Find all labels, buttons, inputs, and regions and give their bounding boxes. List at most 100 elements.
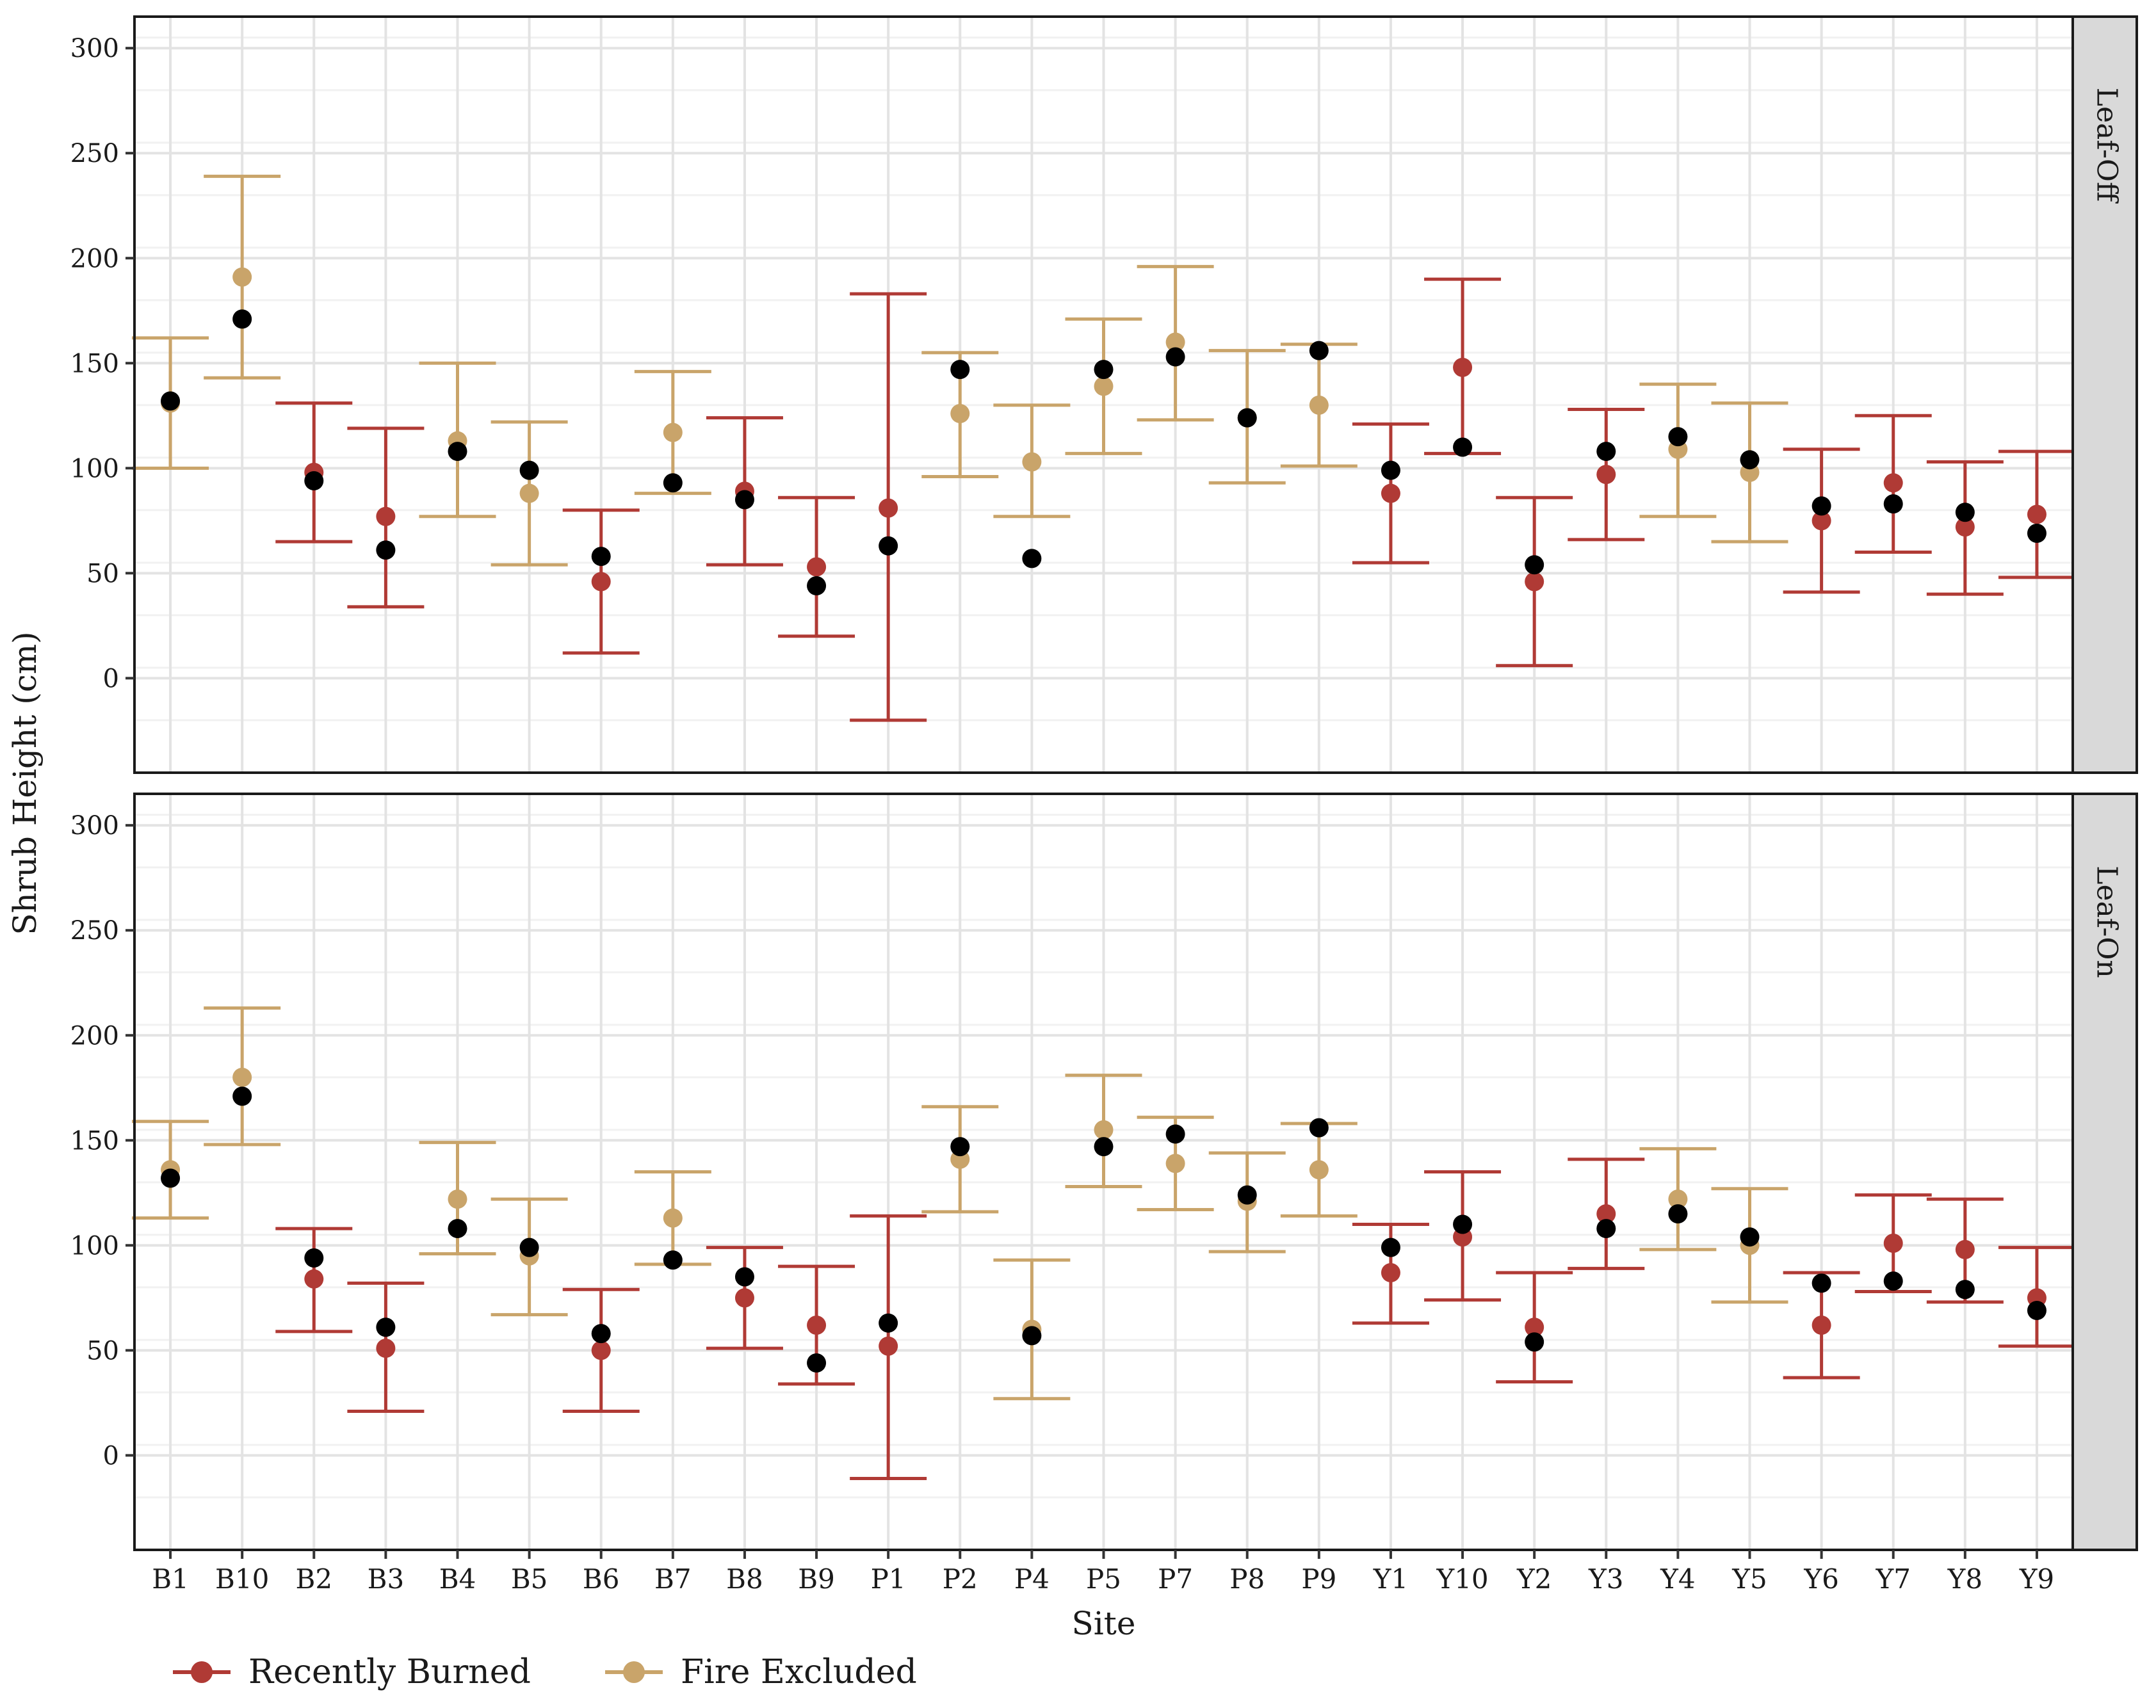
y-tick-label: 50	[86, 1336, 119, 1366]
legend-label: Recently Burned	[248, 1653, 531, 1691]
observed-point-Y8	[1955, 1280, 1975, 1300]
observed-point-Y1	[1381, 460, 1400, 480]
mean-point-B4	[448, 1189, 467, 1209]
observed-point-P7	[1165, 1124, 1185, 1144]
mean-point-P4	[1022, 452, 1042, 472]
mean-point-P5	[1094, 376, 1114, 396]
mean-point-B6	[591, 1341, 611, 1360]
y-tick-label: 150	[70, 1126, 119, 1156]
x-tick-label: Y2	[1516, 1563, 1552, 1595]
mean-point-B10	[232, 267, 252, 287]
observed-point-P2	[950, 360, 970, 380]
legend-item: Fire Excluded	[605, 1653, 917, 1691]
x-tick-label: B2	[295, 1563, 332, 1595]
observed-point-B4	[448, 1219, 467, 1239]
x-tick-label: B10	[215, 1563, 269, 1595]
observed-point-B3	[376, 1317, 396, 1337]
mean-point-Y9	[2027, 504, 2047, 524]
facet-panel-0: 0 50 100 150 200 250 300 Leaf-Off	[70, 15, 2138, 774]
y-tick-label: 100	[70, 1231, 119, 1261]
observed-point-Y9	[2027, 1301, 2047, 1321]
observed-point-Y1	[1381, 1237, 1400, 1257]
mean-point-Y10	[1453, 357, 1473, 377]
x-tick-label: Y7	[1875, 1563, 1910, 1595]
mean-point-P1	[879, 498, 898, 518]
facet-panel-1: 0 50 100 150 200 250 300 Leaf-On B1 B10 B2 B3 B4 B5 B6…	[70, 793, 2138, 1595]
y-tick-label: 200	[70, 1021, 119, 1051]
y-tick-label: 200	[70, 244, 119, 273]
x-tick-label: P7	[1158, 1563, 1193, 1595]
y-tick-label: 250	[70, 139, 119, 168]
mean-point-Y1	[1381, 1262, 1400, 1282]
y-tick-label: 300	[70, 811, 119, 841]
mean-point-Y3	[1596, 465, 1616, 485]
observed-point-B2	[304, 471, 324, 491]
observed-point-B10	[232, 1086, 252, 1106]
legend-key-point	[191, 1661, 213, 1683]
x-tick-label: Y1	[1373, 1563, 1408, 1595]
x-tick-label: P2	[943, 1563, 978, 1595]
mean-point-Y3	[1596, 1204, 1616, 1224]
observed-point-B9	[807, 1353, 827, 1373]
observed-point-B5	[519, 460, 539, 480]
observed-point-B6	[591, 547, 611, 567]
y-tick-label: 0	[103, 664, 119, 693]
observed-point-Y10	[1453, 437, 1473, 457]
observed-point-P4	[1022, 549, 1042, 568]
observed-point-Y7	[1883, 1271, 1903, 1291]
mean-point-P2	[950, 404, 970, 424]
x-tick-label: Y6	[1803, 1563, 1838, 1595]
observed-point-B9	[807, 576, 827, 596]
observed-point-B7	[663, 1250, 683, 1270]
mean-point-B8	[734, 1288, 754, 1308]
y-tick-label: 0	[103, 1441, 119, 1470]
mean-point-P7	[1165, 1154, 1185, 1173]
observed-point-B10	[232, 309, 252, 329]
observed-point-Y10	[1453, 1214, 1473, 1234]
mean-point-B3	[376, 1339, 396, 1358]
facet-strip-label: Leaf-Off	[2091, 88, 2123, 204]
observed-point-B8	[734, 490, 754, 510]
observed-point-P5	[1094, 1137, 1114, 1157]
observed-point-Y2	[1525, 555, 1544, 575]
x-tick-label: B5	[511, 1563, 548, 1595]
observed-point-Y4	[1668, 427, 1688, 447]
mean-point-P9	[1309, 395, 1329, 415]
mean-point-B2	[304, 1269, 324, 1289]
x-tick-label: Y9	[2019, 1563, 2054, 1595]
mean-point-B9	[807, 1315, 827, 1335]
observed-point-P9	[1309, 1118, 1329, 1138]
observed-point-Y5	[1740, 450, 1760, 470]
observed-point-B6	[591, 1324, 611, 1344]
mean-point-P5	[1094, 1120, 1114, 1140]
x-tick-label: P8	[1229, 1563, 1265, 1595]
x-tick-label: B8	[726, 1563, 763, 1595]
mean-point-P9	[1309, 1160, 1329, 1180]
mean-point-Y6	[1812, 1315, 1831, 1335]
observed-point-B1	[161, 391, 181, 411]
x-tick-label: P5	[1086, 1563, 1121, 1595]
x-tick-label: P1	[871, 1563, 906, 1595]
x-tick-label: B4	[439, 1563, 476, 1595]
legend-item: Recently Burned	[173, 1653, 531, 1691]
mean-point-Y1	[1381, 483, 1400, 503]
mean-point-Y8	[1955, 517, 1975, 537]
y-tick-label: 250	[70, 916, 119, 946]
y-tick-label: 300	[70, 34, 119, 63]
observed-point-Y8	[1955, 503, 1975, 522]
mean-point-Y7	[1883, 1234, 1903, 1253]
mean-point-B9	[807, 557, 827, 577]
x-tick-label: P4	[1014, 1563, 1050, 1595]
mean-point-B6	[591, 572, 611, 592]
y-axis-title: Shrub Height (cm)	[6, 631, 44, 935]
observed-point-P8	[1237, 1185, 1257, 1205]
mean-point-Y8	[1955, 1239, 1975, 1259]
facet-strip-label: Leaf-On	[2091, 866, 2123, 978]
observed-point-P9	[1309, 341, 1329, 360]
observed-point-Y4	[1668, 1204, 1688, 1224]
mean-point-B10	[232, 1067, 252, 1087]
mean-point-Y4	[1668, 1189, 1688, 1209]
mean-point-B5	[519, 483, 539, 503]
legend: Recently Burned Fire Excluded	[173, 1653, 917, 1691]
